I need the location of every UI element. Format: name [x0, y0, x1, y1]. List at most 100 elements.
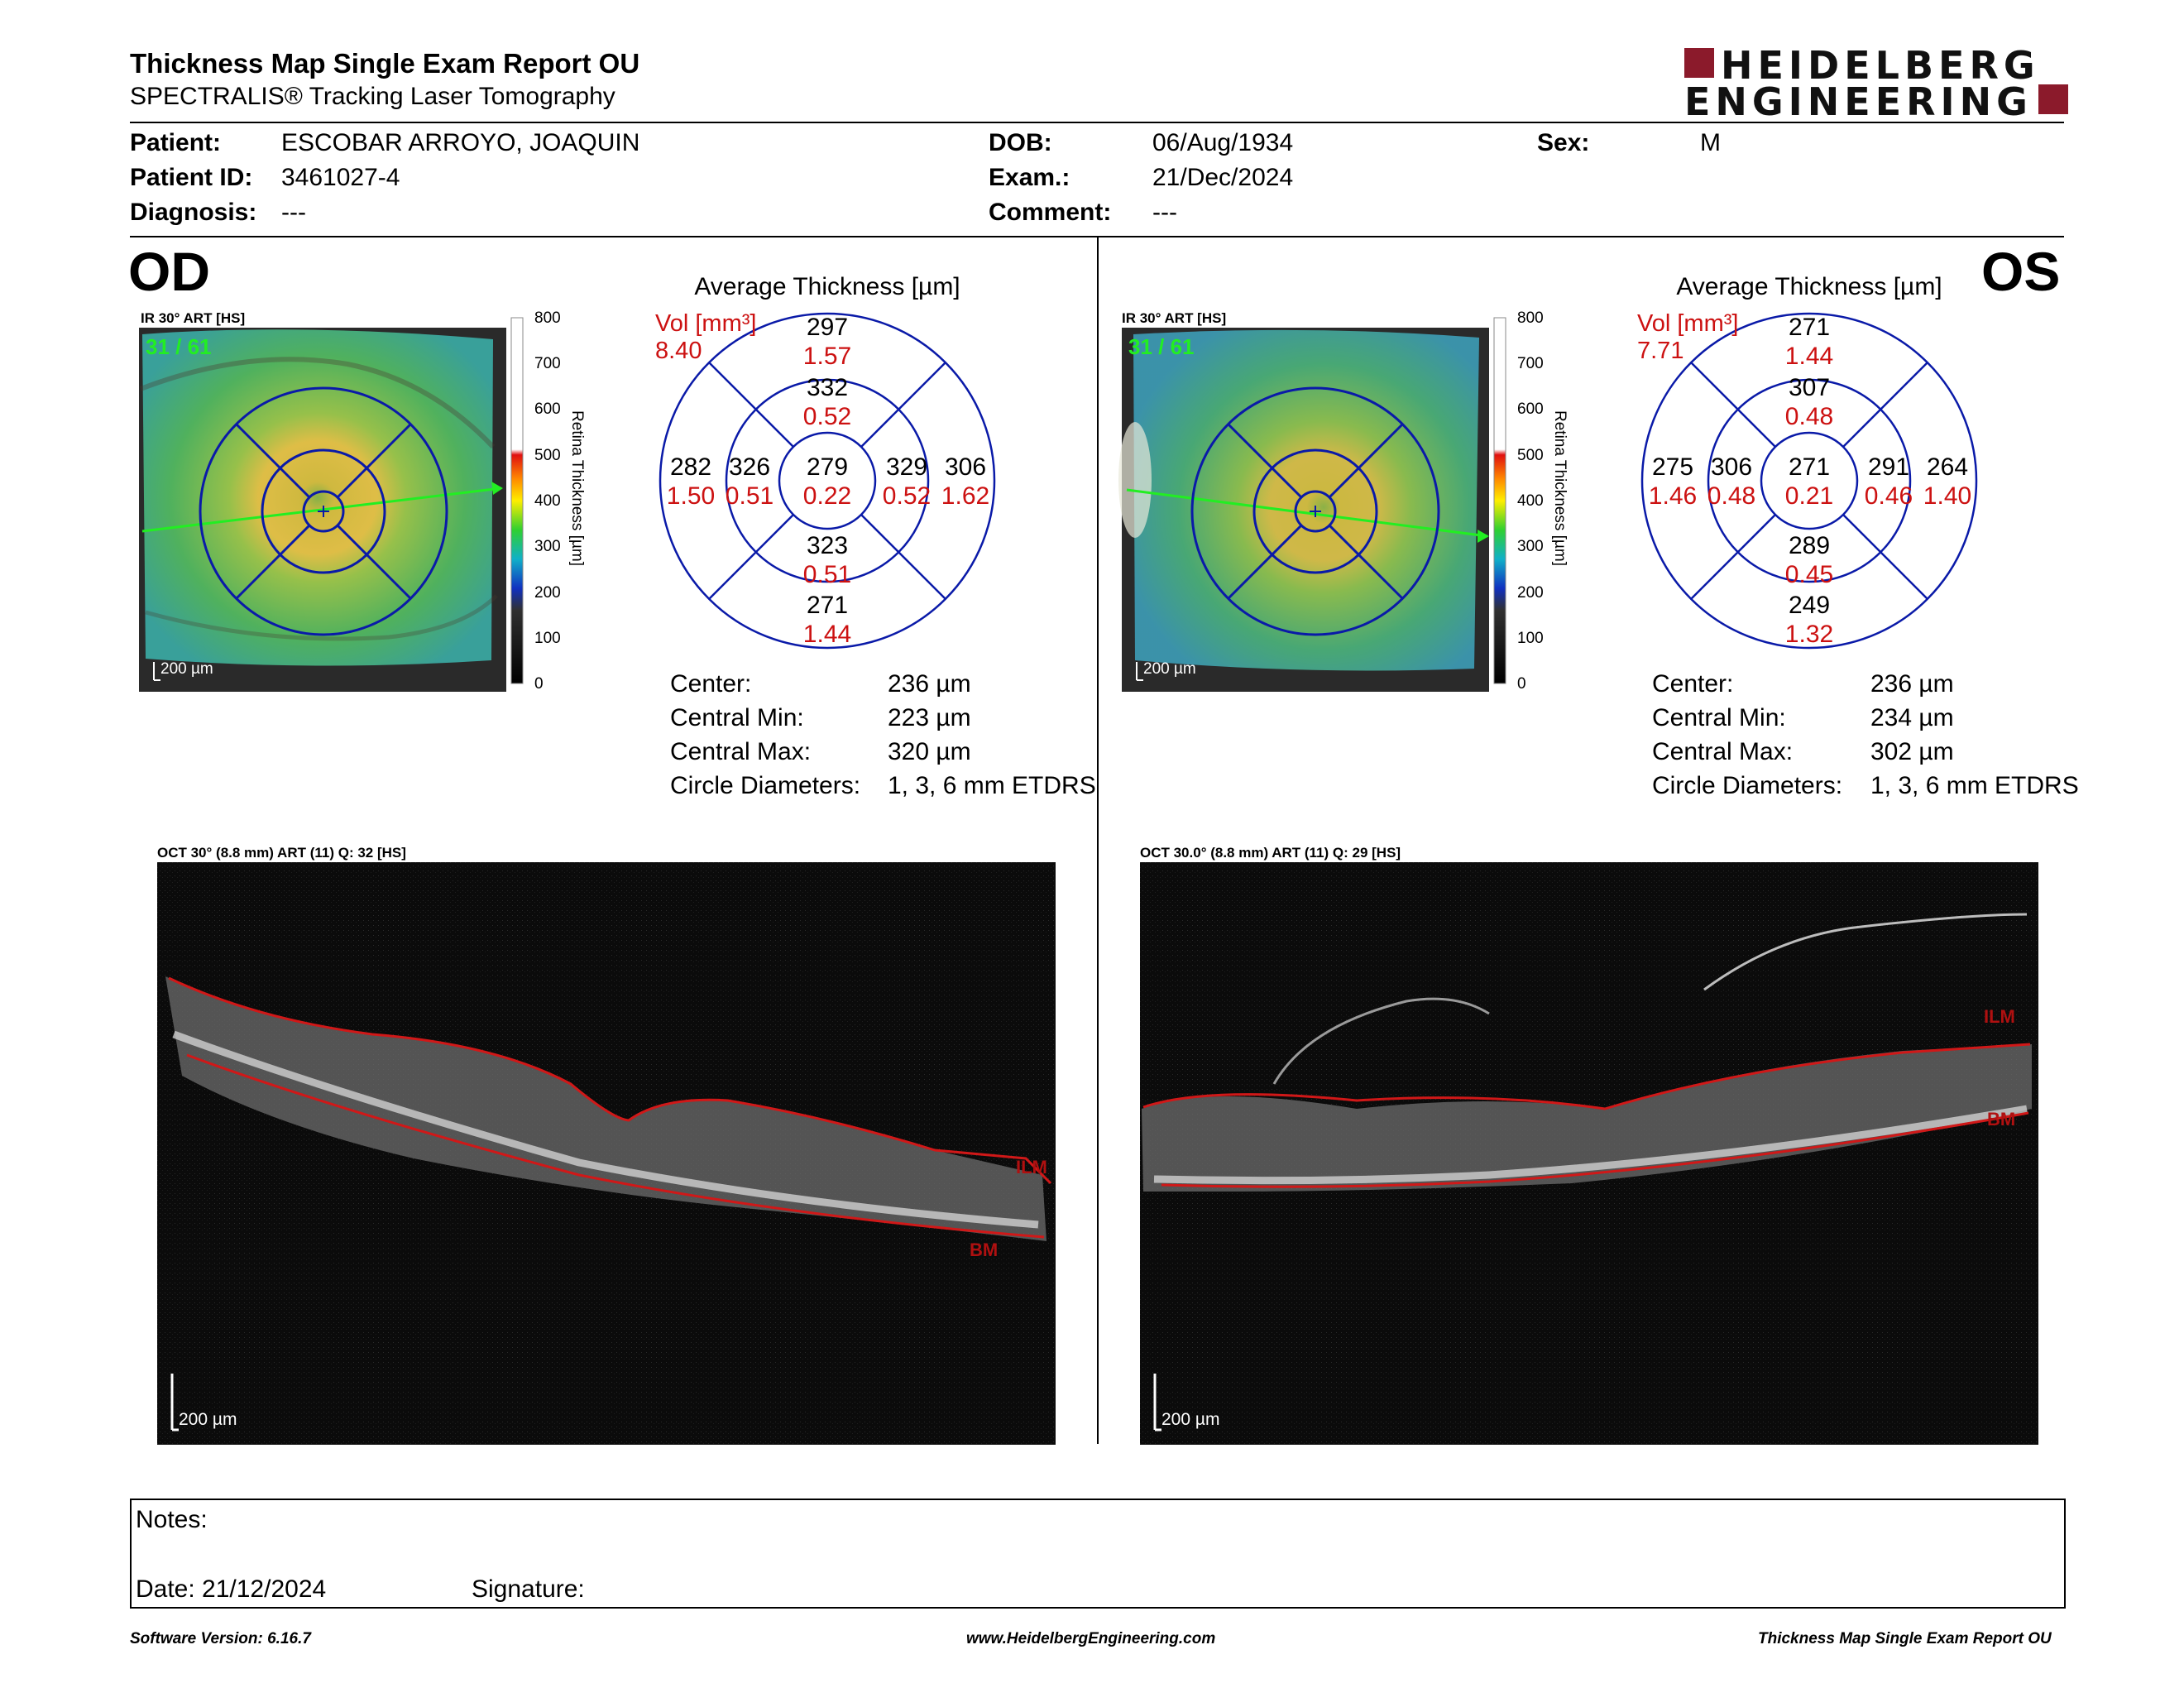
od-oct-caption: OCT 30° (8.8 mm) ART (11) Q: 32 [HS]	[157, 845, 406, 861]
sex-value: M	[1700, 129, 1721, 156]
os-scale-tick-0: 0	[1517, 675, 1526, 693]
exam-label: Exam.:	[989, 164, 1070, 191]
comment-value: ---	[1152, 199, 1177, 226]
od-central-min-label: Central Min:	[670, 704, 804, 731]
od-inner-sup-volume: 0.52	[803, 403, 851, 430]
os-circle-diam-label: Circle Diameters:	[1652, 772, 1843, 799]
od-scale-tick-200: 200	[534, 584, 561, 602]
patient-id-label: Patient ID:	[130, 164, 253, 191]
os-oct-caption: OCT 30.0° (8.8 mm) ART (11) Q: 29 [HS]	[1140, 845, 1401, 861]
dob-label: DOB:	[989, 129, 1052, 156]
os-eye-label: OS	[1981, 241, 2061, 302]
comment-label: Comment:	[989, 199, 1112, 226]
os-thickness-scale: 800 700 600 500 400 300 200 100 0 Retina…	[1493, 309, 1569, 693]
os-outer-inf-thickness: 249	[1789, 592, 1830, 619]
os-scale-title: Retina Thickness [µm]	[1551, 410, 1569, 566]
report-title: Thickness Map Single Exam Report OU	[130, 48, 640, 79]
os-inner-inf-volume: 0.45	[1785, 561, 1833, 588]
od-center-volume: 0.22	[803, 482, 851, 510]
os-retina-band	[1142, 1044, 2032, 1192]
od-inner-sup-thickness: 332	[807, 374, 848, 401]
od-outer-inf-thickness: 271	[807, 592, 848, 619]
od-bm-line	[186, 1053, 1045, 1239]
od-retina-band	[165, 976, 1046, 1241]
od-scale-tick-300: 300	[534, 538, 561, 555]
os-ilm-line	[1142, 1043, 2031, 1110]
logo-line-2: ENGINEERING	[1684, 79, 2033, 124]
od-inner-right-thickness: 329	[886, 453, 927, 481]
os-bm-label: BM	[1987, 1109, 2015, 1129]
os-vitreous-strand-2	[1703, 913, 2028, 991]
os-center-label: Center:	[1652, 670, 1734, 698]
report-subtitle: SPECTRALIS® Tracking Laser Tomography	[130, 83, 615, 110]
logo-square-top	[1684, 48, 1714, 78]
notes-signature-label: Signature:	[472, 1575, 585, 1603]
os-scale-tick-100: 100	[1517, 630, 1544, 647]
od-outer-sup-thickness: 297	[807, 314, 848, 341]
footer-website[interactable]: www.HeidelbergEngineering.com	[966, 1630, 1216, 1647]
od-inner-inf-volume: 0.51	[803, 561, 851, 588]
heidelberg-logo: HEIDELBERG ENGINEERING	[1684, 46, 2068, 121]
od-ilm-label: ILM	[1016, 1157, 1047, 1177]
od-fundus-scalebar-label: 200 µm	[160, 660, 213, 678]
os-etdrs-grid: Average Thickness [µm] Vol [mm³] 7.71 27…	[1637, 273, 1978, 650]
od-central-min-value: 223 µm	[888, 704, 971, 731]
patient-id-value: 3461027-4	[281, 164, 400, 191]
os-fundus-scalebar-label: 200 µm	[1143, 660, 1196, 678]
od-frame-counter: 31 / 61	[146, 334, 212, 359]
od-scale-title: Retina Thickness [µm]	[568, 410, 586, 566]
os-outer-left-volume: 1.46	[1649, 482, 1697, 510]
od-scale-tick-100: 100	[534, 630, 561, 647]
od-inner-inf-thickness: 323	[807, 532, 848, 559]
diagnosis-label: Diagnosis:	[130, 199, 257, 226]
os-ilm-label: ILM	[1984, 1006, 2015, 1027]
os-oct-scan: ILM BM 200 µm	[1140, 862, 2038, 1445]
od-etdrs-grid: Average Thickness [µm] Vol [mm³] 8.40 29…	[655, 273, 996, 650]
od-inner-left-thickness: 326	[729, 453, 770, 481]
od-bm-label: BM	[970, 1240, 998, 1260]
od-circle-diam-label: Circle Diameters:	[670, 772, 861, 799]
od-etdrs-overlay	[199, 386, 448, 636]
notes-box[interactable]	[130, 1499, 2066, 1609]
od-scan-arrow	[491, 482, 503, 495]
od-vessel	[139, 357, 496, 449]
dob-value: 06/Aug/1934	[1152, 129, 1294, 156]
od-circle-diam-value: 1, 3, 6 mm ETDRS	[888, 772, 1096, 799]
od-avg-title: Average Thickness [µm]	[694, 273, 960, 300]
os-rpe-band	[1153, 1105, 2028, 1185]
diagnosis-value: ---	[281, 199, 306, 226]
os-central-min-label: Central Min:	[1652, 704, 1786, 731]
od-inner-right-volume: 0.52	[883, 482, 931, 510]
os-bm-line	[1161, 1111, 2029, 1188]
os-ir-caption: IR 30° ART [HS]	[1122, 310, 1226, 326]
od-outer-left-thickness: 282	[670, 453, 711, 481]
od-fundus-map: 31 / 61 200 µm	[139, 328, 506, 692]
header-divider	[130, 122, 2064, 123]
os-inner-inf-thickness: 289	[1789, 532, 1830, 559]
od-scale-tick-400: 400	[534, 492, 561, 510]
od-scale-tick-800: 800	[534, 309, 561, 327]
os-outer-right-thickness: 264	[1927, 453, 1968, 481]
patient-label: Patient:	[130, 129, 222, 156]
os-scale-tick-500: 500	[1517, 447, 1544, 464]
od-vol-label: Vol [mm³]	[655, 310, 756, 337]
od-ir-caption: IR 30° ART [HS]	[141, 310, 245, 326]
od-ilm-line	[168, 976, 1052, 1185]
os-central-min-value: 234 µm	[1870, 704, 1954, 731]
os-frame-counter: 31 / 61	[1128, 334, 1195, 359]
os-etdrs-overlay	[1190, 386, 1440, 636]
od-central-max-value: 320 µm	[888, 738, 971, 765]
od-central-max-label: Central Max:	[670, 738, 812, 765]
od-scan-line	[141, 487, 502, 533]
os-oct-scalebar-label: 200 µm	[1161, 1410, 1219, 1429]
os-center-thickness: 271	[1789, 453, 1830, 481]
os-inner-sup-volume: 0.48	[1785, 403, 1833, 430]
od-eye-label: OD	[128, 241, 210, 302]
od-outer-sup-volume: 1.57	[803, 343, 851, 370]
os-inner-right-volume: 0.46	[1865, 482, 1913, 510]
od-oct-scalebar-label: 200 µm	[179, 1410, 237, 1429]
os-center-volume: 0.21	[1785, 482, 1833, 510]
os-outer-inf-volume: 1.32	[1785, 621, 1833, 648]
os-outer-left-thickness: 275	[1652, 453, 1693, 481]
